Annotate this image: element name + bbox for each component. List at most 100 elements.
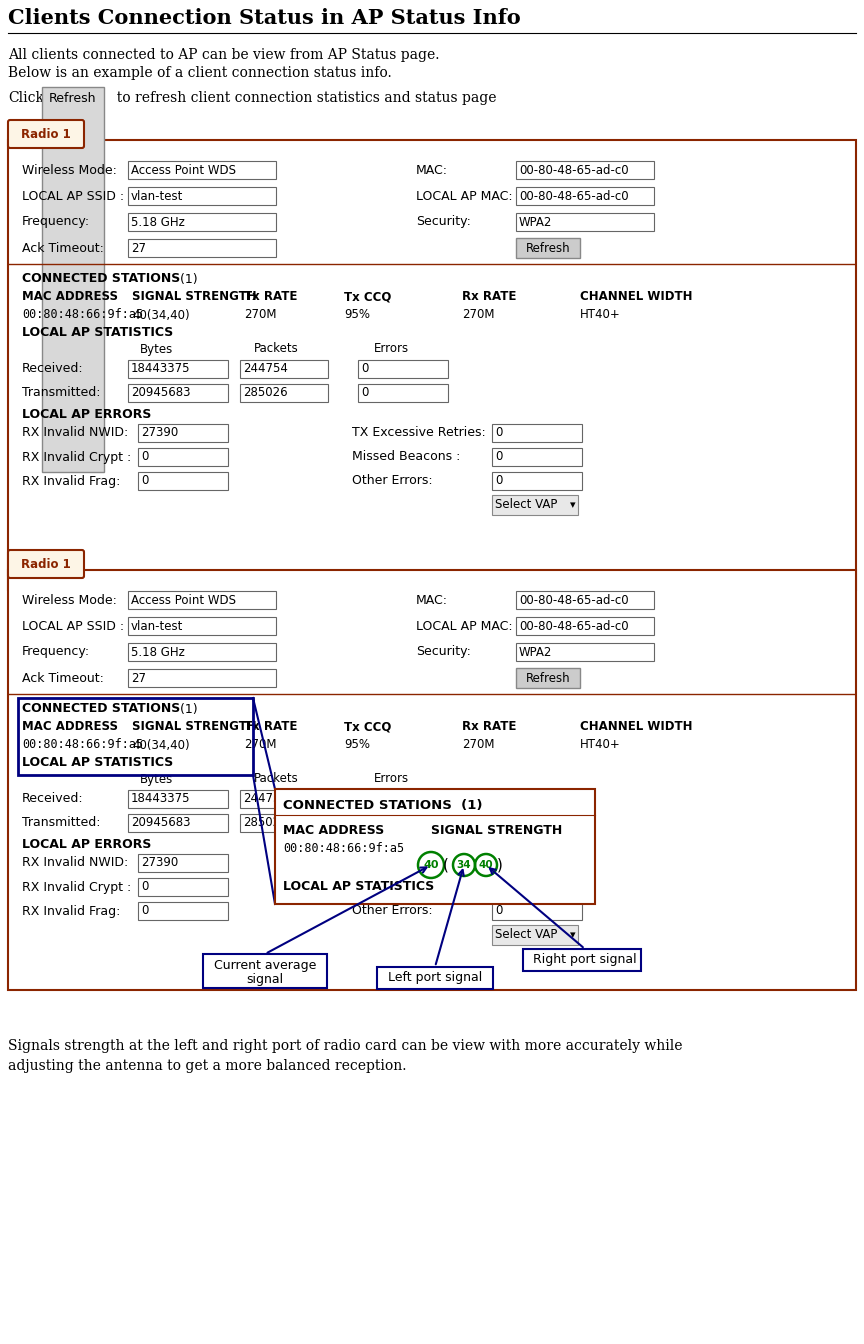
FancyBboxPatch shape — [492, 448, 582, 466]
Text: Errors: Errors — [374, 343, 410, 356]
FancyBboxPatch shape — [128, 790, 228, 808]
Text: LOCAL AP STATISTICS: LOCAL AP STATISTICS — [22, 327, 174, 340]
Text: Rx RATE: Rx RATE — [462, 290, 517, 304]
FancyBboxPatch shape — [275, 789, 595, 905]
Text: Left port signal: Left port signal — [388, 972, 482, 985]
Text: 5.18 GHz: 5.18 GHz — [131, 645, 185, 659]
Text: 40: 40 — [479, 860, 493, 870]
FancyBboxPatch shape — [516, 591, 654, 609]
Text: Transmitted:: Transmitted: — [22, 387, 100, 399]
Text: 00:80:48:66:9f:a5: 00:80:48:66:9f:a5 — [22, 738, 143, 751]
Text: RX Invalid NWID:: RX Invalid NWID: — [22, 856, 128, 870]
FancyBboxPatch shape — [138, 423, 228, 442]
Text: Packets: Packets — [254, 773, 299, 785]
FancyBboxPatch shape — [138, 853, 228, 872]
FancyBboxPatch shape — [516, 617, 654, 634]
Text: Radio 1: Radio 1 — [21, 558, 71, 570]
Text: TX Excessive Retries:: TX Excessive Retries: — [352, 426, 486, 439]
Text: Refresh: Refresh — [525, 242, 570, 254]
FancyBboxPatch shape — [138, 902, 228, 921]
Text: 00-80-48-65-ad-c0: 00-80-48-65-ad-c0 — [519, 190, 629, 203]
Text: MAC ADDRESS: MAC ADDRESS — [283, 824, 384, 837]
Text: 0: 0 — [495, 856, 502, 870]
Text: MAC:: MAC: — [416, 164, 448, 176]
Text: 0: 0 — [141, 880, 149, 894]
Text: ): ) — [497, 857, 503, 872]
Text: Current average: Current average — [213, 960, 316, 973]
Text: (1): (1) — [176, 273, 198, 285]
Text: LOCAL AP MAC:: LOCAL AP MAC: — [416, 620, 512, 633]
Text: (: ( — [443, 857, 449, 872]
Text: MAC ADDRESS: MAC ADDRESS — [22, 720, 118, 734]
Text: RX Invalid NWID:: RX Invalid NWID: — [22, 426, 128, 439]
Text: 95%: 95% — [344, 738, 370, 751]
Text: Missed Beacons :: Missed Beacons : — [352, 880, 461, 894]
FancyBboxPatch shape — [516, 187, 654, 206]
FancyBboxPatch shape — [516, 212, 654, 231]
Text: adjusting the antenna to get a more balanced reception.: adjusting the antenna to get a more bala… — [8, 1059, 406, 1073]
Text: 270M: 270M — [462, 738, 494, 751]
Text: Frequency:: Frequency: — [22, 645, 90, 659]
FancyBboxPatch shape — [492, 925, 578, 945]
Text: 27390: 27390 — [141, 856, 178, 870]
FancyBboxPatch shape — [128, 161, 276, 179]
Text: Ack Timeout:: Ack Timeout: — [22, 672, 104, 684]
FancyBboxPatch shape — [492, 472, 582, 491]
Text: 285026: 285026 — [243, 817, 288, 829]
Text: 0: 0 — [141, 474, 149, 488]
Text: Bytes: Bytes — [140, 343, 174, 356]
Text: Tx RATE: Tx RATE — [244, 720, 297, 734]
FancyBboxPatch shape — [240, 814, 328, 832]
Text: LOCAL AP SSID :: LOCAL AP SSID : — [22, 190, 124, 203]
Text: 20945683: 20945683 — [131, 817, 190, 829]
Text: Refresh: Refresh — [49, 91, 97, 105]
Text: 270M: 270M — [244, 738, 276, 751]
Text: WPA2: WPA2 — [519, 645, 552, 659]
FancyBboxPatch shape — [128, 360, 228, 378]
Text: to refresh client connection statistics and status page: to refresh client connection statistics … — [108, 91, 497, 105]
Text: 18443375: 18443375 — [131, 793, 190, 805]
FancyBboxPatch shape — [358, 384, 448, 402]
FancyBboxPatch shape — [240, 790, 328, 808]
FancyBboxPatch shape — [377, 966, 493, 989]
Text: Security:: Security: — [416, 215, 471, 228]
Text: Right port signal: Right port signal — [533, 953, 637, 966]
Text: 0: 0 — [361, 387, 368, 399]
Text: LOCAL AP MAC:: LOCAL AP MAC: — [416, 190, 512, 203]
Text: MAC ADDRESS: MAC ADDRESS — [22, 290, 118, 304]
FancyBboxPatch shape — [8, 570, 856, 991]
Text: CONNECTED STATIONS: CONNECTED STATIONS — [22, 703, 181, 715]
Text: 00-80-48-65-ad-c0: 00-80-48-65-ad-c0 — [519, 164, 629, 176]
FancyBboxPatch shape — [492, 878, 582, 896]
Text: Signals strength at the left and right port of radio card can be view with more : Signals strength at the left and right p… — [8, 1039, 683, 1052]
Text: 40(34,40): 40(34,40) — [132, 738, 189, 751]
Text: (1): (1) — [176, 703, 198, 715]
Text: 0: 0 — [495, 474, 502, 488]
Text: Received:: Received: — [22, 793, 84, 805]
FancyBboxPatch shape — [358, 790, 448, 808]
Text: LOCAL AP ERRORS: LOCAL AP ERRORS — [22, 839, 151, 852]
FancyBboxPatch shape — [516, 161, 654, 179]
Text: 0: 0 — [141, 905, 149, 918]
FancyBboxPatch shape — [8, 550, 84, 578]
Text: 95%: 95% — [344, 309, 370, 321]
FancyBboxPatch shape — [492, 495, 578, 515]
Text: Access Point WDS: Access Point WDS — [131, 594, 236, 606]
Text: 244754: 244754 — [243, 793, 288, 805]
Text: Missed Beacons :: Missed Beacons : — [352, 450, 461, 464]
FancyBboxPatch shape — [492, 853, 582, 872]
Text: Tx RATE: Tx RATE — [244, 290, 297, 304]
Text: 27: 27 — [131, 672, 146, 684]
Text: Tx CCQ: Tx CCQ — [344, 290, 391, 304]
Text: Ack Timeout:: Ack Timeout: — [22, 242, 104, 254]
Text: SIGNAL STRENGTH: SIGNAL STRENGTH — [132, 290, 257, 304]
Text: Other Errors:: Other Errors: — [352, 905, 433, 918]
FancyBboxPatch shape — [128, 187, 276, 206]
Text: Below is an example of a client connection status info.: Below is an example of a client connecti… — [8, 66, 391, 81]
Text: Select VAP: Select VAP — [495, 929, 557, 942]
Text: 270M: 270M — [244, 309, 276, 321]
FancyBboxPatch shape — [516, 238, 580, 258]
Text: ▾: ▾ — [570, 500, 575, 509]
Text: 0: 0 — [361, 793, 368, 805]
Text: SIGNAL STRENGTH: SIGNAL STRENGTH — [431, 824, 562, 837]
